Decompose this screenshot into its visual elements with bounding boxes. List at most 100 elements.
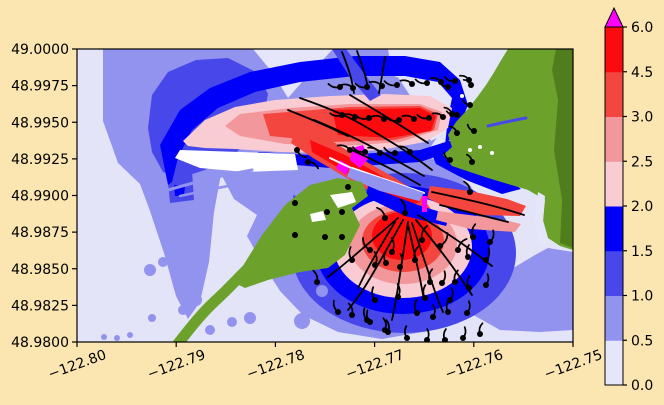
drifter-dot (452, 78, 458, 84)
drifter-dot (324, 209, 330, 215)
drifter-dot (437, 243, 443, 249)
land-specks (490, 151, 494, 155)
drifter-dot (449, 111, 455, 117)
drifter-dot (347, 147, 353, 153)
drifter-dot (389, 249, 395, 255)
streamline (391, 221, 409, 321)
channel-streak-1 (166, 168, 254, 192)
y-tick-label: 48.9825 (11, 298, 69, 314)
y-tick-label: 49.0000 (11, 42, 69, 58)
y-tick-label: 48.9800 (11, 335, 69, 351)
streamline (411, 222, 444, 313)
shallow-dots (294, 313, 310, 329)
drifter-dot (427, 279, 433, 285)
drifter-dot (349, 257, 355, 263)
land-east (443, 49, 573, 250)
salmon-fringe-east (436, 211, 521, 232)
streamline (299, 97, 433, 171)
land-peninsula (233, 178, 368, 288)
drifter-dot (439, 280, 445, 286)
y-tick-label: 48.9925 (11, 152, 69, 168)
shallow-dots (190, 294, 202, 306)
drifter-dot (339, 209, 345, 215)
drifter-dot (372, 262, 378, 268)
streamline (356, 50, 369, 89)
drifter-dot (460, 335, 466, 341)
y-tick-label: 48.9850 (11, 262, 69, 278)
land-ribbon (172, 250, 268, 342)
land-channel-blue (486, 116, 528, 128)
streamline (415, 219, 473, 296)
colorbar-band (605, 295, 623, 341)
map-layers (77, 49, 573, 342)
colorbar-tick-label: 0.5 (631, 333, 653, 349)
drifter-dot (397, 264, 403, 270)
y-tick-label: 48.9950 (11, 115, 69, 131)
drifter-dot (339, 234, 345, 240)
drifter-dot (382, 215, 388, 221)
drifter-dot (469, 159, 475, 165)
colorbar-tick-label: 2.0 (631, 199, 653, 215)
drifter-dot (377, 150, 383, 156)
drifter-dot (468, 82, 474, 88)
y-tick-label: 48.9875 (11, 225, 69, 241)
colorbar-tick-label: 4.5 (631, 65, 653, 81)
streamline (439, 204, 509, 223)
land-specks (478, 145, 482, 149)
drifter-dot (483, 282, 489, 288)
streamline (431, 191, 525, 216)
drifter-dot (422, 295, 428, 301)
drifter-dot (445, 84, 451, 90)
drifter-dot (322, 234, 328, 240)
drifter-dot (426, 115, 432, 121)
colorbar-tick-label: 2.5 (631, 154, 653, 170)
drifter-dot (364, 84, 370, 90)
colorbar-tick-label: 3.0 (631, 110, 653, 126)
drifter-dot (350, 85, 356, 91)
drifter-dot (412, 257, 418, 263)
channel-streak-2 (178, 175, 272, 198)
streamline (287, 109, 349, 137)
streamline (349, 94, 429, 144)
shallow-dots (148, 314, 156, 322)
drifter-dot (467, 189, 473, 195)
colorbar-tick-label: 6.0 (631, 20, 653, 36)
shallow-dots (316, 285, 328, 297)
drifter-dot (402, 210, 408, 216)
drifter-dot (471, 128, 477, 134)
shallow-dots (127, 332, 133, 338)
coast-strip (534, 192, 548, 246)
drifter-dot (379, 83, 385, 89)
drifter-dot (414, 310, 420, 316)
shallow-dots (114, 335, 120, 341)
drifter-dot (419, 237, 425, 243)
colorbar-tick-label: 1.5 (631, 244, 653, 260)
over-patch-2 (336, 160, 350, 175)
colorbar-band (605, 340, 623, 386)
land-specks (460, 94, 464, 98)
colorbar: 0.0 0.5 1.0 1.5 2.0 2.5 3.0 4.5 6.0 (604, 6, 653, 394)
jet-darkblue-arc (160, 56, 468, 185)
streamline (407, 224, 425, 301)
shallow-dots (178, 305, 188, 315)
y-tick-label: 48.9900 (11, 189, 69, 205)
shallow-dots (158, 257, 168, 267)
drifter-dot (349, 312, 355, 318)
shallow-dots (101, 334, 107, 340)
white-channel (175, 150, 298, 172)
streamline (327, 217, 399, 278)
drifter-dot (362, 149, 368, 155)
colorbar-band (605, 71, 623, 117)
colorbar-band (605, 116, 623, 162)
streamline (357, 221, 396, 289)
streamline (417, 214, 493, 267)
drifter-dot (411, 116, 417, 122)
drifter-dot (483, 257, 489, 263)
drifter-dot (292, 232, 298, 238)
drifter-dot (367, 319, 373, 325)
chaos-darkblue-2 (366, 186, 450, 226)
drifter-dot (454, 130, 460, 136)
peninsula-white-patch-2 (310, 211, 326, 222)
drifter-dot (292, 200, 298, 206)
